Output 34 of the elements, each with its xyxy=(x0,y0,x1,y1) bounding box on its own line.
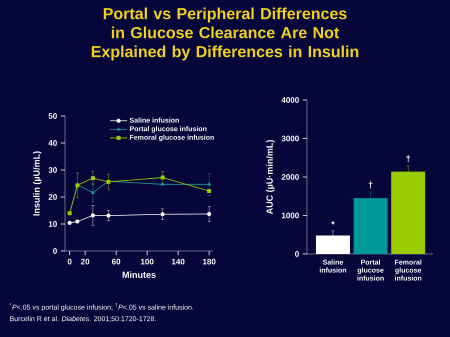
y-tick-label: 0 xyxy=(53,248,57,254)
annotation: † xyxy=(368,181,372,188)
annotation: † xyxy=(406,155,410,162)
y-tick-label: 10 xyxy=(48,221,57,227)
point xyxy=(90,176,95,180)
y-axis-title: Insulin (µU/mL) xyxy=(33,151,42,216)
x-tick-label: 100 xyxy=(140,258,154,264)
y-tick-label: 0 xyxy=(295,251,299,257)
x-axis-title: Minutes xyxy=(122,271,156,278)
x-tick-label: 0 xyxy=(68,258,72,264)
point xyxy=(90,213,95,218)
y-tick-label: 40 xyxy=(48,140,57,146)
point xyxy=(106,214,110,218)
point xyxy=(207,212,212,216)
x-tick-label: 180 xyxy=(202,258,216,264)
point xyxy=(160,212,165,216)
y-tick-label: 4000 xyxy=(282,97,299,103)
point xyxy=(207,182,211,186)
y-tick-label: 50 xyxy=(48,113,57,119)
x-tick-label: 60 xyxy=(112,258,120,264)
y-tick-label: 3000 xyxy=(282,136,299,142)
point xyxy=(160,176,165,180)
y-tick-label: 1000 xyxy=(282,212,299,218)
y-tick-label: 30 xyxy=(48,167,57,173)
y-tick-label: 2000 xyxy=(282,174,299,180)
chart-title: Portal vs Peripheral Differences in Glucose Clearance Are Not Explained by Differences in Insulin xyxy=(92,8,358,60)
x-tick-label: 140 xyxy=(172,258,184,264)
y-tick-label: 20 xyxy=(48,194,57,200)
annotation: * xyxy=(331,221,335,225)
bar xyxy=(354,198,388,254)
y-axis-title: AUC (µU·min/mL) xyxy=(266,140,275,214)
x-tick-label: 20 xyxy=(80,258,90,264)
bar xyxy=(391,172,426,254)
point xyxy=(91,190,95,194)
